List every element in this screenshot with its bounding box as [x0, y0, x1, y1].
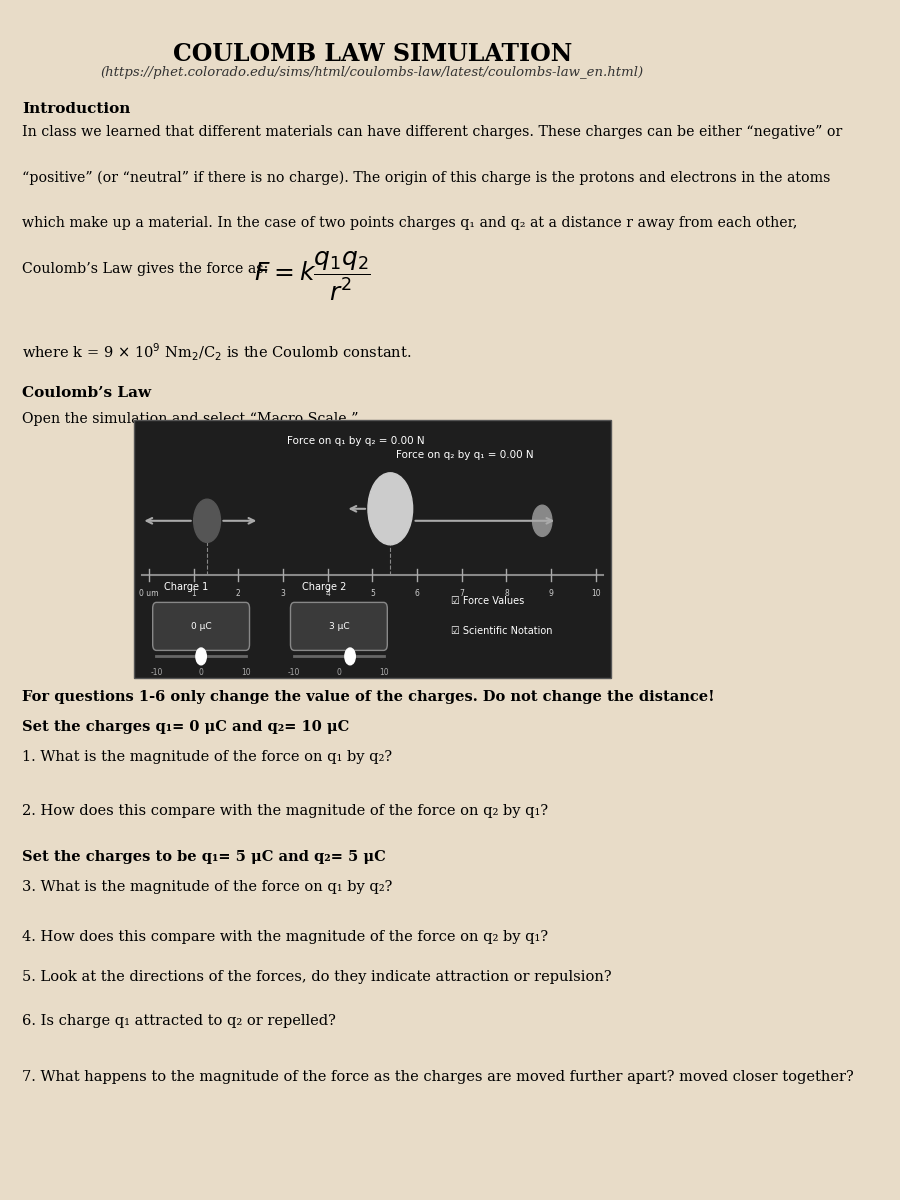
- Text: 0 um: 0 um: [140, 589, 158, 599]
- Text: COULOMB LAW SIMULATION: COULOMB LAW SIMULATION: [173, 42, 572, 66]
- Text: “positive” (or “neutral” if there is no charge). The origin of this charge is th: “positive” (or “neutral” if there is no …: [22, 170, 831, 185]
- Text: 1. What is the magnitude of the force on q₁ by q₂?: 1. What is the magnitude of the force on…: [22, 750, 392, 764]
- Text: 3. What is the magnitude of the force on q₁ by q₂?: 3. What is the magnitude of the force on…: [22, 880, 392, 894]
- Text: Coulomb’s Law gives the force as:: Coulomb’s Law gives the force as:: [22, 262, 269, 276]
- Text: 9: 9: [549, 589, 554, 599]
- Circle shape: [533, 505, 552, 536]
- Circle shape: [196, 648, 206, 665]
- Text: In class we learned that different materials can have different charges. These c: In class we learned that different mater…: [22, 125, 842, 139]
- Text: Set the charges q₁= 0 μC and q₂= 10 μC: Set the charges q₁= 0 μC and q₂= 10 μC: [22, 720, 349, 734]
- Text: ☑ Scientific Notation: ☑ Scientific Notation: [451, 625, 552, 636]
- Circle shape: [194, 499, 220, 542]
- Text: 0 μC: 0 μC: [191, 622, 211, 631]
- FancyBboxPatch shape: [153, 602, 249, 650]
- Text: $F = k\dfrac{q_1 q_2}{r^2}$: $F = k\dfrac{q_1 q_2}{r^2}$: [255, 250, 372, 302]
- Text: 3: 3: [281, 589, 285, 599]
- Text: Force on q₁ by q₂ = 0.00 N: Force on q₁ by q₂ = 0.00 N: [286, 436, 424, 445]
- Text: (https://phet.colorado.edu/sims/html/coulombs-law/latest/coulombs-law_en.html): (https://phet.colorado.edu/sims/html/cou…: [101, 66, 644, 79]
- Text: -10: -10: [288, 668, 301, 677]
- Text: 7: 7: [459, 589, 464, 599]
- Text: 10: 10: [241, 668, 250, 677]
- Text: 5: 5: [370, 589, 375, 599]
- Text: -10: -10: [150, 668, 163, 677]
- FancyBboxPatch shape: [291, 602, 387, 650]
- FancyBboxPatch shape: [134, 420, 611, 678]
- Text: 1: 1: [192, 589, 196, 599]
- Text: Open the simulation and select “Macro Scale.”: Open the simulation and select “Macro Sc…: [22, 412, 359, 426]
- Text: 5. Look at the directions of the forces, do they indicate attraction or repulsio: 5. Look at the directions of the forces,…: [22, 970, 612, 984]
- Text: Force on q₂ by q₁ = 0.00 N: Force on q₂ by q₁ = 0.00 N: [396, 450, 534, 460]
- Circle shape: [345, 648, 356, 665]
- Text: where k = 9 $\times$ 10$^9$ Nm$_2$/C$_2$ is the Coulomb constant.: where k = 9 $\times$ 10$^9$ Nm$_2$/C$_2$…: [22, 342, 412, 364]
- Text: 6: 6: [415, 589, 419, 599]
- Text: 2. How does this compare with the magnitude of the force on q₂ by q₁?: 2. How does this compare with the magnit…: [22, 804, 548, 818]
- Text: 0: 0: [337, 668, 341, 677]
- Text: 2: 2: [236, 589, 240, 599]
- Text: 6. Is charge q₁ attracted to q₂ or repelled?: 6. Is charge q₁ attracted to q₂ or repel…: [22, 1014, 337, 1028]
- Text: 0: 0: [199, 668, 203, 677]
- Text: Charge 1: Charge 1: [164, 582, 208, 592]
- Text: 4: 4: [325, 589, 330, 599]
- Text: 3 μC: 3 μC: [328, 622, 349, 631]
- Text: 4. How does this compare with the magnitude of the force on q₂ by q₁?: 4. How does this compare with the magnit…: [22, 930, 548, 944]
- Text: 8: 8: [504, 589, 508, 599]
- Text: 7. What happens to the magnitude of the force as the charges are moved further a: 7. What happens to the magnitude of the …: [22, 1070, 854, 1085]
- Text: Introduction: Introduction: [22, 102, 130, 116]
- Text: 10: 10: [379, 668, 389, 677]
- Text: Charge 2: Charge 2: [302, 582, 346, 592]
- Text: which make up a material. In the case of two points charges q₁ and q₂ at a dista: which make up a material. In the case of…: [22, 216, 797, 230]
- Text: Set the charges to be q₁= 5 μC and q₂= 5 μC: Set the charges to be q₁= 5 μC and q₂= 5…: [22, 850, 386, 864]
- Text: For questions 1-6 only change the value of the charges. Do not change the distan: For questions 1-6 only change the value …: [22, 690, 715, 704]
- Circle shape: [368, 473, 412, 545]
- Text: ☑ Force Values: ☑ Force Values: [451, 595, 524, 606]
- Text: 10: 10: [591, 589, 600, 599]
- Text: Coulomb’s Law: Coulomb’s Law: [22, 386, 151, 401]
